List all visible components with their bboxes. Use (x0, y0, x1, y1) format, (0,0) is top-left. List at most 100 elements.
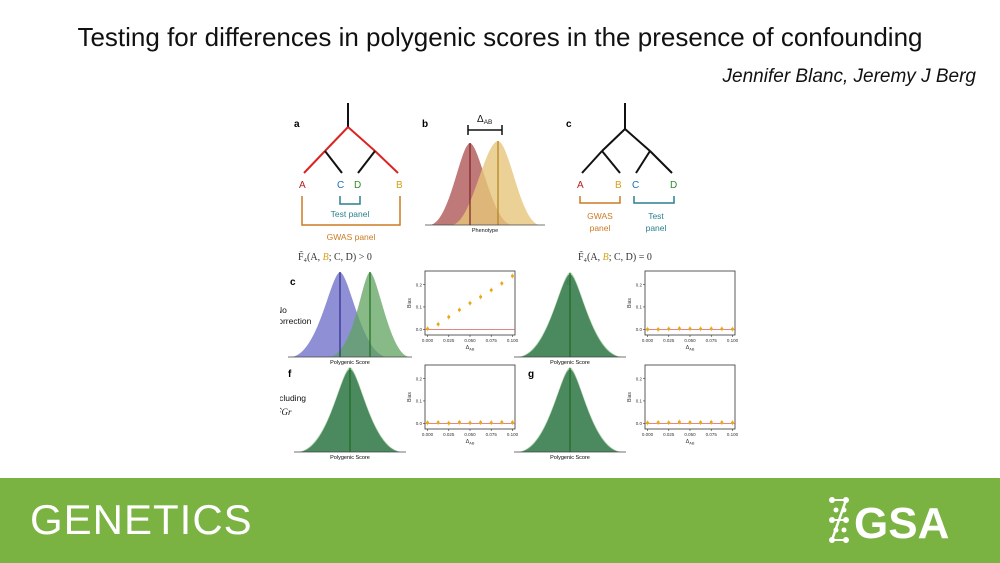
x-tick-label: 0.075 (706, 432, 718, 437)
tree-c-label-D: D (670, 180, 677, 191)
gwas-panel-bracket (301, 196, 401, 226)
test-bracket-c (633, 196, 675, 204)
bias-point (720, 327, 724, 331)
y-tick-label: 0.2 (636, 282, 643, 287)
test-label-c-1: Test (648, 211, 664, 221)
y-axis-label: Bias (627, 392, 633, 402)
density-e-xlabel: Polygenic Score (550, 360, 590, 366)
x-tick-label: 0.000 (642, 432, 654, 437)
bias-point (720, 420, 724, 424)
test-label-c-2: panel (646, 223, 667, 233)
bias-point (730, 421, 734, 425)
delta-label: ΔAB (477, 114, 492, 126)
panel-label-b: b (422, 119, 428, 130)
x-axis-label: ΔAB (686, 439, 695, 446)
figure: a A C D B Test panel GWAS panel F̃₄(A, B… (280, 103, 739, 461)
gwas-label-c-2: panel (590, 223, 611, 233)
x-tick-label: 0.025 (663, 338, 675, 343)
bias-point (510, 420, 514, 424)
x-tick-label: 0.100 (727, 338, 739, 343)
bias-point (656, 420, 660, 424)
bias-point (510, 274, 514, 278)
y-tick-label: 0.1 (636, 399, 643, 404)
bias-point (646, 421, 650, 425)
bias-plot-including-right: 0.0 0.1 0.2 0.000 0.025 0.050 0.075 0.100 Bias ΔA… (627, 364, 739, 446)
panel-label-c: c (290, 277, 296, 288)
density-B (452, 141, 540, 225)
bias-point (699, 327, 703, 331)
y-tick-label: 0.1 (416, 305, 423, 310)
bias-point (677, 326, 681, 330)
x-tick-label: 0.000 (642, 338, 654, 343)
x-tick-label: 0.025 (443, 338, 455, 343)
bias-plot-no-correction-right: 0.0 0.1 0.2 0.000 0.025 0.050 0.075 0.100 Bias ΔA… (627, 270, 739, 352)
bias-point (489, 421, 493, 425)
y-tick-label: 0.2 (416, 376, 423, 381)
dna-icon (829, 497, 849, 543)
phenotype-b: b ΔAB Phenotype (422, 114, 545, 234)
bias-point (468, 301, 472, 305)
bias-point (457, 308, 461, 312)
panel-label-c-top: c (566, 119, 572, 130)
bias-point (656, 327, 660, 331)
panel-label-a: a (294, 119, 300, 130)
bias-point (468, 421, 472, 425)
bias-point (479, 420, 483, 424)
density-panel-g: g Polygenic Score (514, 367, 626, 461)
phenotype-densities (425, 141, 545, 226)
f4-stat-a: F̃₄(A, B; C, D) > 0 (298, 250, 372, 263)
bias-point (688, 327, 692, 331)
bias-plot-no-correction-left: 0.0 0.1 0.2 0.000 0.025 0.050 0.075 0.100 Bias ΔA… (407, 270, 519, 352)
density-panel-e: e Polygenic Score (514, 272, 626, 366)
tree-c-label-B: B (615, 180, 622, 191)
bias-point (457, 420, 461, 424)
x-tick-label: 0.075 (486, 432, 498, 437)
bias-point (688, 420, 692, 424)
y-tick-label: 0.0 (636, 421, 643, 426)
phenotype-axis-label: Phenotype (472, 228, 498, 234)
x-tick-label: 0.050 (684, 432, 696, 437)
x-tick-label: 0.100 (727, 432, 739, 437)
tree-a-label-B: B (396, 180, 403, 191)
y-tick-label: 0.0 (416, 421, 423, 426)
bias-point (447, 421, 451, 425)
density-f-xlabel: Polygenic Score (330, 455, 370, 461)
row-label-incl: Including (280, 393, 306, 403)
bias-point (500, 420, 504, 424)
bias-plot-including-left: 0.0 0.1 0.2 0.000 0.025 0.050 0.075 0.100 Bias ΔA… (407, 364, 519, 446)
bias-point (709, 327, 713, 331)
row-label-no-2: correction (280, 316, 312, 326)
bias-plot-frame (644, 364, 736, 430)
bias-point (436, 420, 440, 424)
x-axis-label: ΔAB (686, 345, 695, 352)
x-tick-label: 0.075 (706, 338, 718, 343)
density-c-xlabel: Polygenic Score (330, 360, 370, 366)
footer-bar: GENETICS GSA (0, 478, 1000, 563)
bias-point (667, 327, 671, 331)
row-label-incl-math: F̂Gr (280, 407, 292, 417)
x-tick-label: 0.075 (486, 338, 498, 343)
gwas-panel-label: GWAS panel (327, 232, 376, 242)
bias-point (489, 288, 493, 292)
x-tick-label: 0.100 (507, 432, 519, 437)
bias-point (447, 315, 451, 319)
y-axis-label: Bias (407, 298, 413, 308)
x-tick-label: 0.100 (507, 338, 519, 343)
bias-point (646, 327, 650, 331)
bias-point (426, 421, 430, 425)
bias-point (699, 420, 703, 424)
x-tick-label: 0.000 (422, 338, 434, 343)
y-tick-label: 0.0 (416, 327, 423, 332)
y-tick-label: 0.2 (636, 376, 643, 381)
gwas-bracket-c (579, 196, 621, 204)
x-tick-label: 0.050 (464, 432, 476, 437)
gwas-label-c-1: GWAS (587, 211, 613, 221)
tree-c-label-C: C (632, 180, 639, 191)
x-tick-label: 0.025 (663, 432, 675, 437)
bias-point (709, 420, 713, 424)
tree-a-label-A: A (299, 180, 306, 191)
density-g-xlabel: Polygenic Score (550, 455, 590, 461)
tree-a-label-D: D (354, 180, 361, 191)
y-tick-label: 0.2 (416, 282, 423, 287)
row-label-no-1: No (280, 305, 287, 315)
